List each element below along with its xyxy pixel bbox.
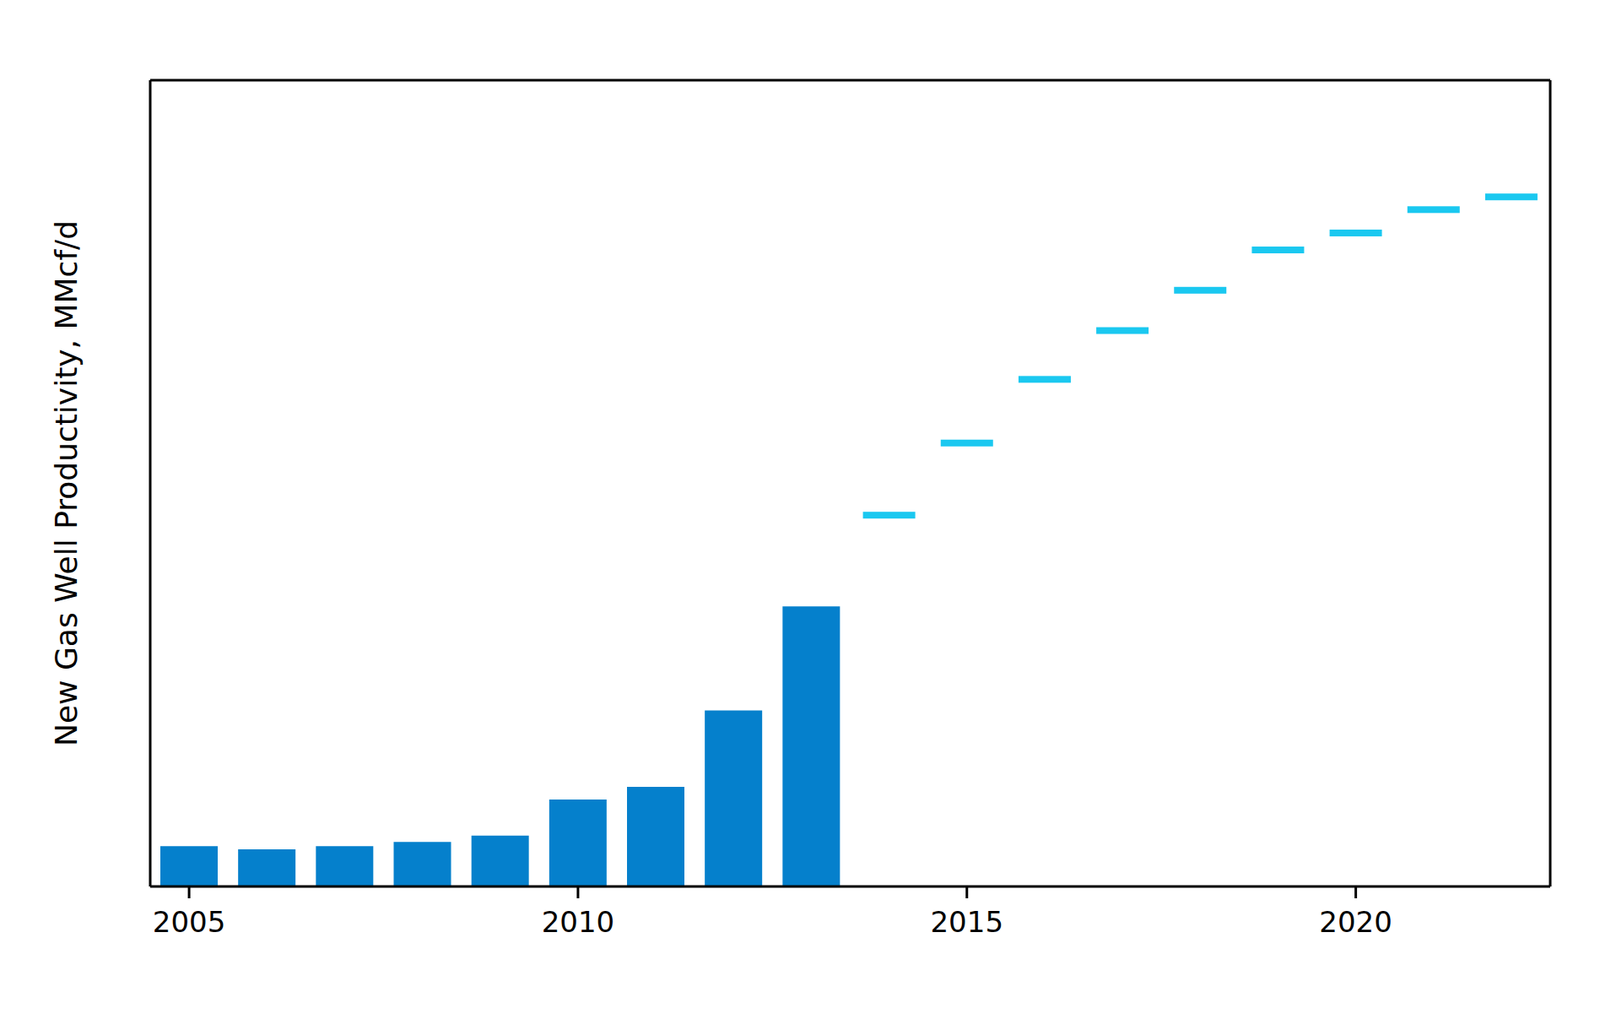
svg-text:New Gas Well Productivity, MMc: New Gas Well Productivity, MMcf/d xyxy=(48,220,84,746)
svg-text:2020: 2020 xyxy=(1318,904,1393,939)
svg-text:2005: 2005 xyxy=(152,904,227,939)
svg-text:2015: 2015 xyxy=(929,904,1004,939)
svg-text:2010: 2010 xyxy=(541,904,616,939)
